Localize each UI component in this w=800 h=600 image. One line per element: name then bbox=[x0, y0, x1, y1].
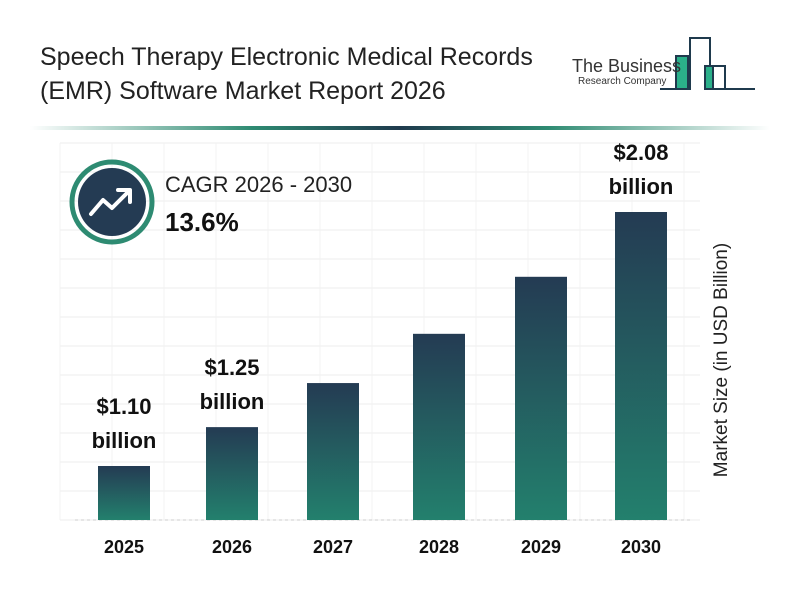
data-label-unit: billion bbox=[200, 389, 265, 414]
x-tick-label: 2029 bbox=[521, 537, 561, 557]
divider bbox=[30, 126, 770, 130]
bar-2027 bbox=[307, 383, 359, 520]
x-tick-label: 2028 bbox=[419, 537, 459, 557]
y-axis-label: Market Size (in USD Billion) bbox=[711, 242, 732, 478]
x-tick-label: 2026 bbox=[212, 537, 252, 557]
trending-up-icon bbox=[89, 190, 130, 216]
data-label: $1.10 bbox=[96, 394, 151, 419]
bar-2028 bbox=[413, 333, 465, 520]
logo-subtext: Research Company bbox=[578, 76, 667, 87]
bar-2029 bbox=[515, 276, 567, 520]
data-label-unit: billion bbox=[609, 174, 674, 199]
data-label: $2.08 bbox=[613, 140, 668, 165]
bar-2030 bbox=[615, 212, 667, 520]
logo-buildings-icon bbox=[660, 37, 755, 90]
x-tick-label: 2030 bbox=[621, 537, 661, 557]
x-tick-label: 2025 bbox=[104, 537, 144, 557]
bar-2026 bbox=[206, 427, 258, 520]
page-title: Speech Therapy Electronic Medical Record… bbox=[40, 43, 533, 105]
cagr-label: CAGR 2026 - 2030 bbox=[165, 172, 353, 197]
bar-2025 bbox=[98, 466, 150, 520]
company-logo: The Business Research Company bbox=[570, 34, 755, 94]
x-tick-label: 2027 bbox=[313, 537, 353, 557]
data-label: $1.25 bbox=[204, 355, 259, 380]
cagr-value: 13.6% bbox=[165, 207, 239, 237]
logo-text: The Business bbox=[572, 56, 682, 76]
data-label-unit: billion bbox=[92, 428, 157, 453]
cagr-icon bbox=[69, 159, 155, 245]
